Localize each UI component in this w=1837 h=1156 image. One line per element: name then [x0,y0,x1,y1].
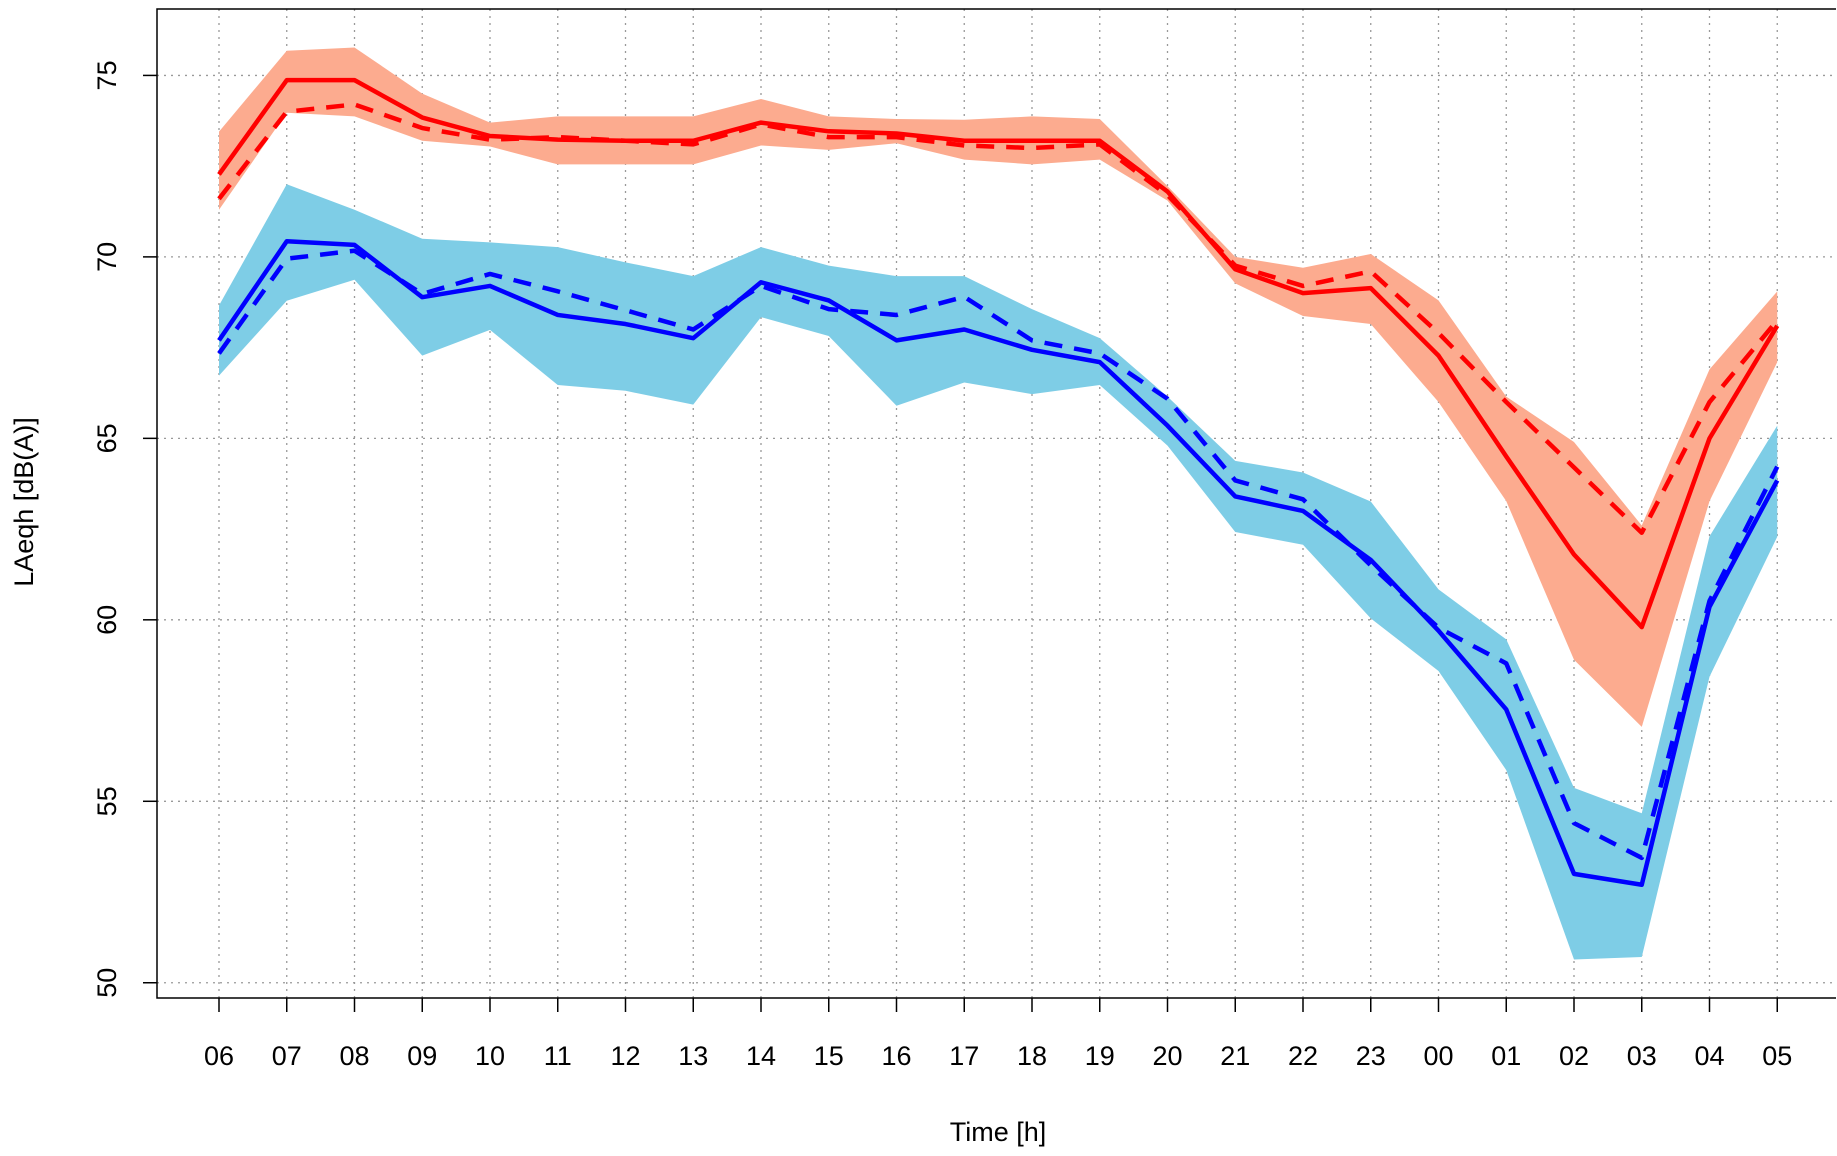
x-tick-label: 17 [949,1041,979,1071]
x-tick-label: 05 [1762,1041,1792,1071]
x-tick-label: 20 [1152,1041,1182,1071]
x-tick-label: 00 [1423,1041,1453,1071]
confidence-band [219,47,1778,727]
solid-line [217,239,1780,888]
y-tick-label: 55 [92,786,122,816]
x-tick-label: 12 [610,1041,640,1071]
x-tick-label: 13 [678,1041,708,1071]
dashed-line [217,248,1780,861]
x-tick-label: 15 [814,1041,844,1071]
solid-line [217,77,1780,630]
x-tick-label: 03 [1627,1041,1657,1071]
y-axis-title: LAeqh [dB(A)] [9,417,39,587]
x-tick-label: 14 [746,1041,776,1071]
y-tick-label: 65 [92,423,122,453]
x-tick-label: 16 [881,1041,911,1071]
x-tick-label: 04 [1694,1041,1724,1071]
x-tick-label: 18 [1017,1041,1047,1071]
x-tick-label: 10 [475,1041,505,1071]
x-tick-label: 08 [339,1041,369,1071]
dashed-line [217,102,1779,535]
x-tick-label: 22 [1288,1041,1318,1071]
x-tick-label: 09 [407,1041,437,1071]
x-tick-label: 23 [1356,1041,1386,1071]
y-tick-label: 75 [92,60,122,90]
x-tick-label: 21 [1220,1041,1250,1071]
x-tick-label: 07 [272,1041,302,1071]
x-tick-label: 11 [544,1041,572,1071]
y-tick-label: 60 [92,605,122,635]
x-tick-label: 02 [1559,1041,1589,1071]
plot-frame [156,8,1836,999]
x-tick-label: 19 [1085,1041,1115,1071]
confidence-band [219,184,1778,960]
x-tick-label: 06 [204,1041,234,1071]
y-tick-label: 70 [92,242,122,272]
x-axis-title: Time [h] [950,1117,1047,1147]
y-tick-label: 50 [92,968,122,998]
x-tick-label: 01 [1491,1041,1521,1071]
